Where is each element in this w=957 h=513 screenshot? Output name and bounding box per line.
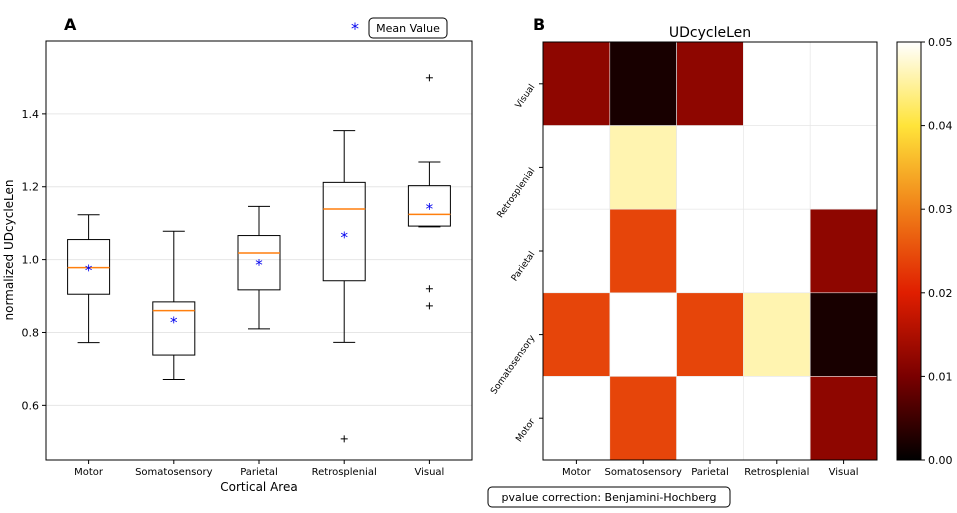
mean-marker: * <box>340 229 348 247</box>
mean-marker: * <box>85 261 93 279</box>
y-tick-label: Parietal <box>510 250 538 283</box>
legend-box <box>368 17 448 39</box>
heatmap-cell <box>809 41 878 126</box>
x-tick-label: Motor <box>562 467 592 478</box>
boxplot-legend: * Mean Value <box>351 17 448 39</box>
colorbar-tick-label: 0.01 <box>928 370 953 383</box>
heatmap-cell <box>609 208 677 294</box>
y-tick-label: Motor <box>514 417 537 444</box>
heatmap-cell <box>743 125 811 210</box>
heatmap-cell <box>676 208 744 294</box>
boxplot-panel: 0.6 0.8 1.0 1.2 1.4 Motor Somatosensory Pariet… <box>2 17 473 494</box>
heatmap-cell <box>743 208 811 294</box>
colorbar-tick-label: 0.00 <box>928 454 953 467</box>
heatmap-cell <box>676 292 744 377</box>
heatmap-cell <box>542 125 611 210</box>
panel-label-b: B <box>533 15 545 34</box>
boxplot-y-axis-label: normalized UDcycleLen <box>2 180 16 321</box>
x-tick-label: Somatosensory <box>135 467 213 478</box>
y-tick-label: 1.4 <box>22 108 40 121</box>
boxplot-x-axis: Motor Somatosensory Parietal Retrosplenial V… <box>74 460 444 478</box>
y-tick-label: 0.8 <box>22 326 40 339</box>
mean-marker: * <box>170 314 178 332</box>
heatmap-cell <box>809 125 878 210</box>
heatmap-cell <box>676 125 744 210</box>
heatmap-cell <box>743 41 811 126</box>
x-tick-label: Retrosplenial <box>744 467 809 478</box>
legend-mean-label: Mean Value <box>376 22 440 35</box>
heatmap-y-axis: Visual Retrosplenial Parietal Somatosensory… <box>489 83 543 444</box>
heatmap-cell <box>676 41 744 126</box>
colorbar-ticks: 0.00 0.01 0.02 0.03 0.04 0.05 <box>921 36 953 467</box>
heatmap-cell <box>609 292 677 377</box>
heatmap-cell <box>542 376 611 461</box>
box-visual <box>407 185 451 227</box>
heatmap-cell <box>609 125 677 210</box>
colorbar-tick-label: 0.04 <box>928 120 953 133</box>
x-tick-label: Motor <box>74 467 104 478</box>
colorbar <box>896 41 922 461</box>
boxplot-grid <box>46 113 472 406</box>
y-tick-label: Visual <box>514 83 538 111</box>
annotation-box <box>487 486 731 508</box>
heatmap-panel: UDcycleLen Motor Somatosensory Parietal Ret… <box>487 25 953 508</box>
heatmap-cell <box>542 41 611 126</box>
x-tick-label: Retrosplenial <box>312 467 377 478</box>
y-tick-label: 1.2 <box>22 181 40 194</box>
boxplot-boxes: * * * * * <box>67 74 451 443</box>
heatmap-cell <box>743 292 811 377</box>
mean-marker: * <box>426 200 434 218</box>
box-parietal <box>237 235 281 291</box>
heatmap-cell <box>542 208 611 294</box>
legend-mean-marker: * <box>351 19 359 38</box>
y-tick-label: 0.6 <box>22 399 40 412</box>
boxplot-x-axis-label: Cortical Area <box>220 480 297 494</box>
pvalue-correction-annotation: pvalue correction: Benjamini-Hochberg <box>502 491 717 504</box>
heatmap-cell <box>809 292 878 377</box>
y-tick-label: Somatosensory <box>489 333 538 396</box>
heatmap-x-axis: Motor Somatosensory Parietal Retrosplenial V… <box>562 460 859 478</box>
heatmap-cell <box>809 376 878 461</box>
heatmap-cell <box>676 376 744 461</box>
heatmap-cell <box>809 208 878 294</box>
x-tick-label: Parietal <box>240 467 278 478</box>
boxplot-y-axis: 0.6 0.8 1.0 1.2 1.4 <box>22 108 46 412</box>
x-tick-label: Visual <box>414 467 444 478</box>
box-somatosensory <box>152 301 196 356</box>
heatmap-title: UDcycleLen <box>669 25 751 41</box>
x-tick-label: Visual <box>829 467 859 478</box>
heatmap-cell <box>609 376 677 461</box>
colorbar-tick-label: 0.03 <box>928 203 953 216</box>
heatmap-cells <box>542 41 878 461</box>
colorbar-tick-label: 0.02 <box>928 287 953 300</box>
y-tick-label: Retrosplenial <box>496 166 538 220</box>
heatmap-cell <box>743 376 811 461</box>
y-tick-label: 1.0 <box>22 254 40 267</box>
x-tick-label: Somatosensory <box>604 467 682 478</box>
box-retrosplenial <box>322 181 366 282</box>
colorbar-tick-label: 0.05 <box>928 36 953 49</box>
panel-label-a: A <box>64 15 77 34</box>
heatmap-cell <box>609 41 677 126</box>
x-tick-label: Parietal <box>691 467 729 478</box>
mean-marker: * <box>255 256 263 274</box>
heatmap-cell <box>542 292 611 377</box>
